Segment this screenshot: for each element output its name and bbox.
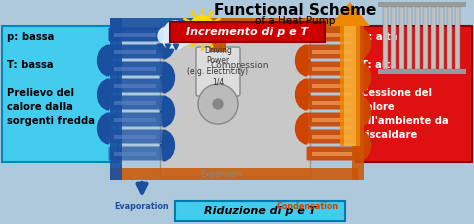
- Circle shape: [175, 27, 193, 45]
- Circle shape: [189, 16, 215, 42]
- FancyBboxPatch shape: [110, 18, 210, 30]
- FancyBboxPatch shape: [210, 18, 358, 30]
- Text: Incremento di p e T: Incremento di p e T: [186, 27, 308, 37]
- FancyBboxPatch shape: [312, 84, 352, 88]
- FancyBboxPatch shape: [307, 62, 359, 75]
- FancyBboxPatch shape: [439, 7, 444, 69]
- FancyBboxPatch shape: [307, 112, 359, 127]
- FancyBboxPatch shape: [110, 18, 122, 180]
- FancyBboxPatch shape: [312, 50, 352, 54]
- Polygon shape: [330, 2, 370, 26]
- FancyBboxPatch shape: [2, 26, 118, 162]
- Text: p: alta

T: alta

Cessione del
calore
all'ambiente da
riscaldare: p: alta T: alta Cessione del calore all'…: [361, 32, 449, 140]
- FancyBboxPatch shape: [340, 26, 360, 146]
- FancyBboxPatch shape: [423, 7, 428, 69]
- FancyBboxPatch shape: [399, 7, 404, 69]
- FancyBboxPatch shape: [407, 7, 412, 69]
- Circle shape: [163, 34, 177, 48]
- Text: Driving
Power
(e.g. Electricity)
1/4: Driving Power (e.g. Electricity) 1/4: [188, 46, 248, 86]
- FancyBboxPatch shape: [307, 95, 359, 110]
- FancyBboxPatch shape: [196, 47, 240, 96]
- FancyBboxPatch shape: [312, 33, 352, 37]
- FancyBboxPatch shape: [109, 146, 164, 161]
- FancyBboxPatch shape: [312, 152, 352, 156]
- FancyBboxPatch shape: [109, 129, 164, 144]
- FancyBboxPatch shape: [170, 22, 325, 42]
- FancyBboxPatch shape: [307, 78, 359, 93]
- FancyBboxPatch shape: [109, 112, 164, 127]
- FancyBboxPatch shape: [114, 50, 156, 54]
- FancyBboxPatch shape: [356, 26, 472, 162]
- FancyBboxPatch shape: [378, 69, 466, 74]
- FancyBboxPatch shape: [114, 84, 156, 88]
- FancyBboxPatch shape: [312, 118, 352, 122]
- FancyBboxPatch shape: [312, 135, 352, 139]
- Text: Evaporation: Evaporation: [115, 202, 169, 211]
- FancyBboxPatch shape: [109, 28, 164, 41]
- FancyBboxPatch shape: [109, 95, 164, 110]
- FancyBboxPatch shape: [114, 152, 156, 156]
- Circle shape: [164, 21, 186, 43]
- Text: Condensation: Condensation: [277, 202, 339, 211]
- FancyBboxPatch shape: [307, 146, 359, 161]
- FancyBboxPatch shape: [344, 26, 356, 146]
- Text: Riduzione di p e T: Riduzione di p e T: [204, 206, 316, 216]
- Circle shape: [198, 84, 238, 124]
- FancyBboxPatch shape: [431, 7, 436, 69]
- Circle shape: [170, 35, 184, 49]
- FancyBboxPatch shape: [312, 67, 352, 71]
- FancyBboxPatch shape: [114, 135, 156, 139]
- FancyBboxPatch shape: [109, 62, 164, 75]
- FancyBboxPatch shape: [175, 201, 345, 221]
- FancyBboxPatch shape: [307, 129, 359, 144]
- Text: Compression: Compression: [211, 61, 269, 70]
- FancyBboxPatch shape: [415, 7, 420, 69]
- Text: Functional Scheme: Functional Scheme: [214, 3, 376, 18]
- Text: Expansion: Expansion: [200, 170, 241, 179]
- Text: p: bassa

T: bassa

Prelievo del
calore dalla
sorgenti fredda: p: bassa T: bassa Prelievo del calore da…: [7, 32, 95, 126]
- FancyBboxPatch shape: [312, 101, 352, 105]
- FancyBboxPatch shape: [114, 67, 156, 71]
- FancyBboxPatch shape: [352, 18, 364, 180]
- FancyBboxPatch shape: [383, 7, 388, 69]
- FancyBboxPatch shape: [210, 28, 226, 52]
- FancyBboxPatch shape: [114, 101, 156, 105]
- FancyBboxPatch shape: [160, 24, 310, 176]
- FancyBboxPatch shape: [378, 2, 466, 7]
- FancyBboxPatch shape: [447, 7, 452, 69]
- Circle shape: [213, 99, 223, 109]
- FancyBboxPatch shape: [307, 45, 359, 58]
- FancyBboxPatch shape: [307, 28, 359, 41]
- FancyBboxPatch shape: [114, 118, 156, 122]
- FancyBboxPatch shape: [110, 168, 358, 180]
- FancyBboxPatch shape: [455, 7, 460, 69]
- FancyBboxPatch shape: [109, 78, 164, 93]
- FancyBboxPatch shape: [114, 33, 156, 37]
- Text: of a Heat Pump: of a Heat Pump: [255, 16, 335, 26]
- FancyBboxPatch shape: [109, 45, 164, 58]
- Circle shape: [158, 27, 176, 45]
- FancyBboxPatch shape: [391, 7, 396, 69]
